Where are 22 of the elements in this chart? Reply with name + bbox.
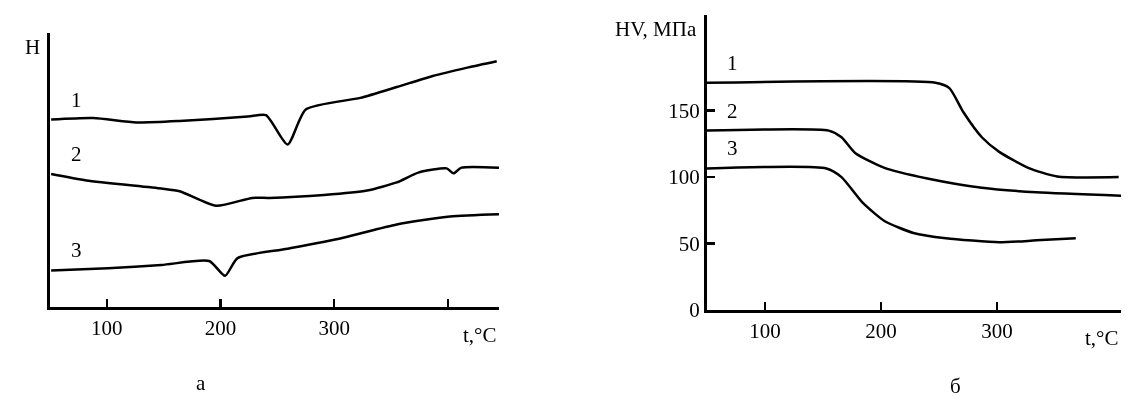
x-tick-label: 100 <box>749 319 781 344</box>
x-axis-title: t,°C <box>1085 326 1119 350</box>
y-tick-label: 50 <box>678 231 700 256</box>
x-tick-label: 200 <box>204 316 237 341</box>
series-label: 1 <box>727 51 738 75</box>
series-label: 2 <box>727 99 738 123</box>
series-label: 3 <box>71 238 82 262</box>
x-tick-label: 100 <box>91 316 123 341</box>
y-axis-title: HV, МПа <box>615 17 697 41</box>
text: б <box>950 374 961 398</box>
x-tick-label: 200 <box>865 319 897 344</box>
y-axis-title: H <box>25 35 41 59</box>
series-label: 3 <box>727 136 738 160</box>
y-tick-label: 100 <box>668 165 700 190</box>
x-tick-label: 300 <box>318 316 350 341</box>
y-tick-label: 150 <box>668 99 700 124</box>
series-label: 1 <box>71 88 82 112</box>
x-tick-label: 300 <box>981 319 1013 344</box>
y-tick-label: 0 <box>689 298 700 323</box>
text: а <box>196 371 206 395</box>
x-axis-title: t,°C <box>463 323 497 347</box>
series-label: 2 <box>71 142 82 166</box>
